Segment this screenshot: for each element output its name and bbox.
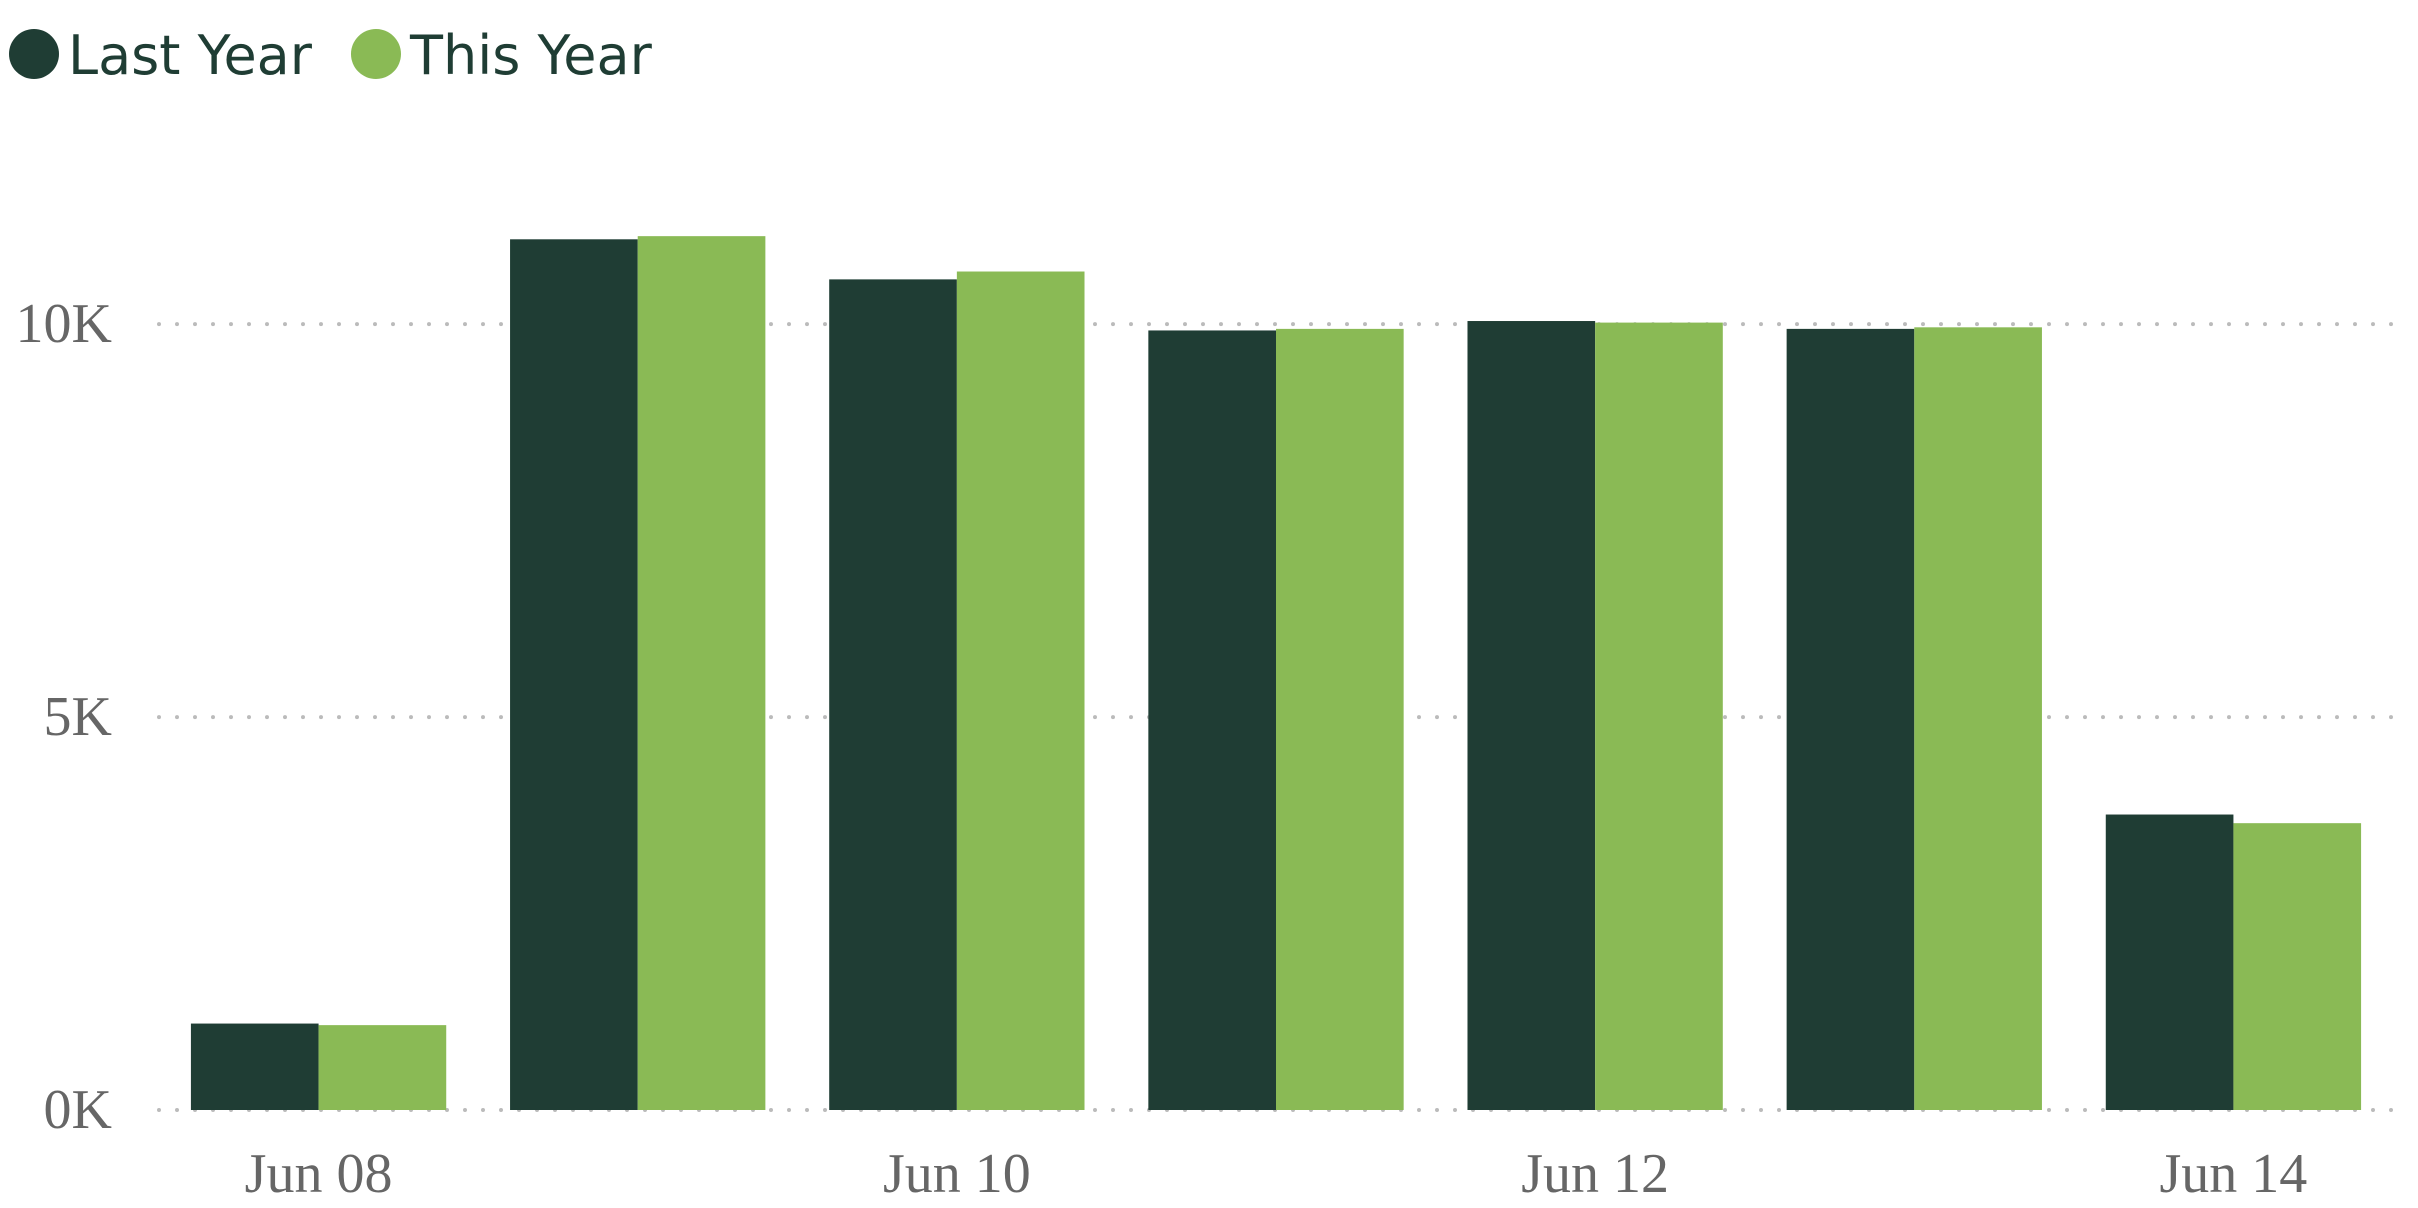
bar	[1467, 321, 1596, 1111]
x-tick-label: Jun 08	[245, 1143, 393, 1205]
bar	[1595, 322, 1723, 1111]
x-tick-label: Jun 14	[2160, 1143, 2308, 1205]
bar	[1914, 327, 2042, 1110]
x-tick-label: Jun 12	[1521, 1143, 1669, 1205]
y-tick-label: 5K	[44, 686, 112, 748]
bar	[510, 239, 638, 1111]
bar	[1276, 328, 1404, 1110]
legend-marker	[9, 29, 59, 79]
y-tick-label: 0K	[44, 1079, 112, 1141]
bar	[829, 279, 957, 1111]
bar	[956, 271, 1085, 1110]
legend-label: Last Year	[68, 24, 313, 87]
legend-label: This Year	[409, 24, 653, 87]
bar	[190, 1023, 319, 1110]
y-tick-label: 10K	[16, 293, 112, 355]
bar	[2233, 823, 2362, 1110]
bar	[318, 1025, 447, 1110]
bar	[1148, 330, 1276, 1110]
legend-marker	[350, 29, 401, 79]
bar	[1786, 328, 1915, 1110]
x-tick-label: Jun 10	[883, 1143, 1031, 1205]
bar	[2105, 814, 2234, 1110]
bar	[637, 236, 766, 1111]
